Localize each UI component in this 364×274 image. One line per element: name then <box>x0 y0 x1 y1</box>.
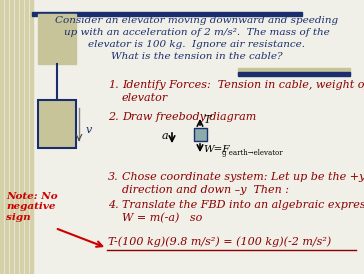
Bar <box>5 0 8 274</box>
Bar <box>238 72 350 76</box>
Text: g earth→elevator: g earth→elevator <box>222 149 282 157</box>
Bar <box>38 14 76 64</box>
Text: 2.: 2. <box>108 112 119 122</box>
Text: Consider an elevator moving downward and speeding
up with an acceleration of 2 m: Consider an elevator moving downward and… <box>55 16 339 61</box>
Bar <box>38 100 76 148</box>
Text: Draw freebody diagram: Draw freebody diagram <box>122 112 256 122</box>
Text: W=F: W=F <box>203 144 230 153</box>
Bar <box>20 0 23 274</box>
Text: 4.: 4. <box>108 200 119 210</box>
Text: v: v <box>86 125 92 135</box>
Bar <box>194 128 207 141</box>
Text: T-(100 kg)(9.8 m/s²) = (100 kg)(-2 m/s²): T-(100 kg)(9.8 m/s²) = (100 kg)(-2 m/s²) <box>108 236 331 247</box>
Bar <box>15 0 18 274</box>
Bar <box>25 0 28 274</box>
Bar <box>238 68 350 75</box>
Text: Translate the FBD into an algebraic expression.  T-
W = m(-a)   so: Translate the FBD into an algebraic expr… <box>122 200 364 224</box>
Bar <box>30 0 33 274</box>
Text: Chose coordinate system: Let up be the +y
direction and down –y  Then :: Chose coordinate system: Let up be the +… <box>122 172 364 195</box>
Text: Identify Forces:  Tension in cable, weight of the
elevator: Identify Forces: Tension in cable, weigh… <box>122 80 364 103</box>
Text: a: a <box>162 131 169 141</box>
Text: T: T <box>203 115 210 125</box>
Bar <box>0 0 3 274</box>
Text: Note: No
negative
sign: Note: No negative sign <box>6 192 58 222</box>
Bar <box>10 0 13 274</box>
Text: 3.: 3. <box>108 172 119 182</box>
Text: 1.: 1. <box>108 80 119 90</box>
Bar <box>32 12 302 16</box>
